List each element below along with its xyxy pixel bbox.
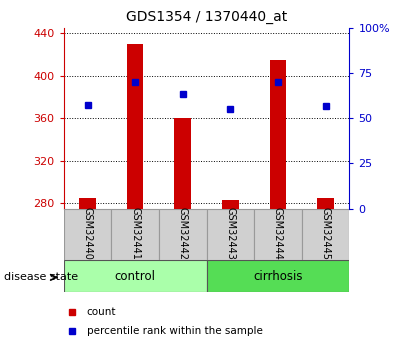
Bar xyxy=(79,198,96,209)
Bar xyxy=(64,260,206,292)
Text: GSM32444: GSM32444 xyxy=(273,207,283,260)
Text: percentile rank within the sample: percentile rank within the sample xyxy=(87,326,263,336)
Text: GSM32445: GSM32445 xyxy=(321,207,330,260)
Bar xyxy=(254,209,302,260)
Text: GSM32440: GSM32440 xyxy=(83,207,92,260)
Bar xyxy=(317,198,334,209)
Title: GDS1354 / 1370440_at: GDS1354 / 1370440_at xyxy=(126,10,287,24)
Text: count: count xyxy=(87,307,116,317)
Text: cirrhosis: cirrhosis xyxy=(253,269,302,283)
Bar xyxy=(270,60,286,209)
Text: disease state: disease state xyxy=(4,273,78,282)
Bar xyxy=(111,209,159,260)
Bar xyxy=(127,43,143,209)
Bar xyxy=(64,209,111,260)
Bar xyxy=(206,209,254,260)
Text: GSM32443: GSM32443 xyxy=(225,207,236,260)
Text: GSM32441: GSM32441 xyxy=(130,207,140,260)
Text: GSM32442: GSM32442 xyxy=(178,207,188,260)
Bar xyxy=(302,209,349,260)
Text: control: control xyxy=(115,269,156,283)
Bar xyxy=(206,260,349,292)
Bar xyxy=(159,209,206,260)
Bar xyxy=(222,200,239,209)
Bar xyxy=(174,118,191,209)
